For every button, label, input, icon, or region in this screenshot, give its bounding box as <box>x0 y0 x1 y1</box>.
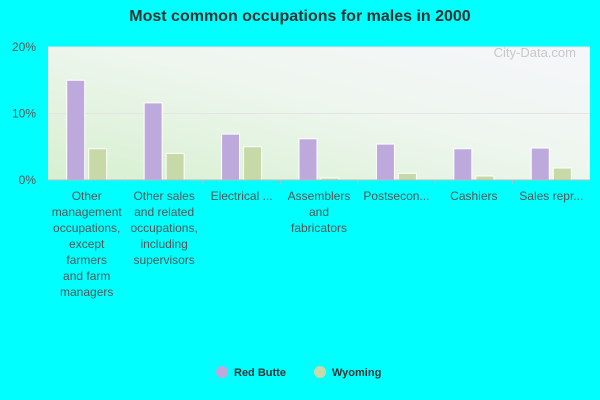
x-tick-label: Other management occupations, except farmers… <box>52 189 123 299</box>
bar-wyoming <box>243 146 263 181</box>
chart-title: Most common occupations for males in 200… <box>129 8 471 25</box>
watermark-text: City-Data.com <box>494 45 576 60</box>
bar-wyoming <box>397 172 417 181</box>
legend-item: Red Butte <box>216 366 286 379</box>
y-tick-label: 20% <box>12 40 36 54</box>
legend-label: Red Butte <box>234 367 286 379</box>
x-tick-label-line: farmers <box>66 253 107 267</box>
legend-label: Wyoming <box>332 367 381 379</box>
bar-wyoming <box>88 148 108 181</box>
x-tick-label-line: including <box>140 237 187 251</box>
x-tick-label-line: occupations, <box>53 221 120 235</box>
legend-swatch <box>314 366 326 378</box>
bar-red-butte <box>530 147 550 181</box>
x-tick-label: Assemblers and fabricators <box>288 189 351 235</box>
bar-red-butte <box>298 138 318 181</box>
x-tick-label-line: Sales repr... <box>519 189 583 203</box>
x-tick-label-line: Postsecon... <box>363 189 429 203</box>
legend-swatch <box>216 366 228 378</box>
x-tick-label: Cashiers <box>450 189 497 203</box>
bar-wyoming <box>475 175 495 181</box>
x-tick-label: Other sales and related occupations, includ… <box>130 189 197 267</box>
x-tick-label-line: Electrical ... <box>211 189 273 203</box>
x-tick-label-line: and farm <box>63 269 110 283</box>
bar-red-butte <box>375 143 395 181</box>
x-tick-label-line: occupations, <box>130 221 197 235</box>
x-tick-label-line: Other <box>72 189 102 203</box>
x-tick-label-line: and related <box>134 205 194 219</box>
x-tick-label: Postsecon... <box>363 189 429 203</box>
x-tick-label-line: Assemblers <box>288 189 351 203</box>
x-tick-label: Sales repr... <box>519 189 583 203</box>
x-tick-label-line: and <box>309 205 329 219</box>
legend-item: Wyoming <box>314 366 381 379</box>
x-tick-label-line: Other sales <box>133 189 194 203</box>
x-tick-label-line: Cashiers <box>450 189 497 203</box>
x-tick-label-line: except <box>69 237 105 251</box>
x-tick-label-line: management <box>52 205 123 219</box>
bar-red-butte <box>453 148 473 181</box>
y-tick-label: 0% <box>19 173 37 187</box>
x-tick-label-line: managers <box>60 285 113 299</box>
bar-red-butte <box>221 133 241 181</box>
x-tick-label: Electrical ... <box>211 189 273 203</box>
x-tick-label-line: fabricators <box>291 221 347 235</box>
bar-wyoming <box>165 152 185 181</box>
bar-red-butte <box>143 102 163 181</box>
bar-red-butte <box>66 79 86 181</box>
bar-wyoming <box>552 167 572 181</box>
y-tick-label: 10% <box>12 107 36 121</box>
x-tick-label-line: supervisors <box>133 253 194 267</box>
